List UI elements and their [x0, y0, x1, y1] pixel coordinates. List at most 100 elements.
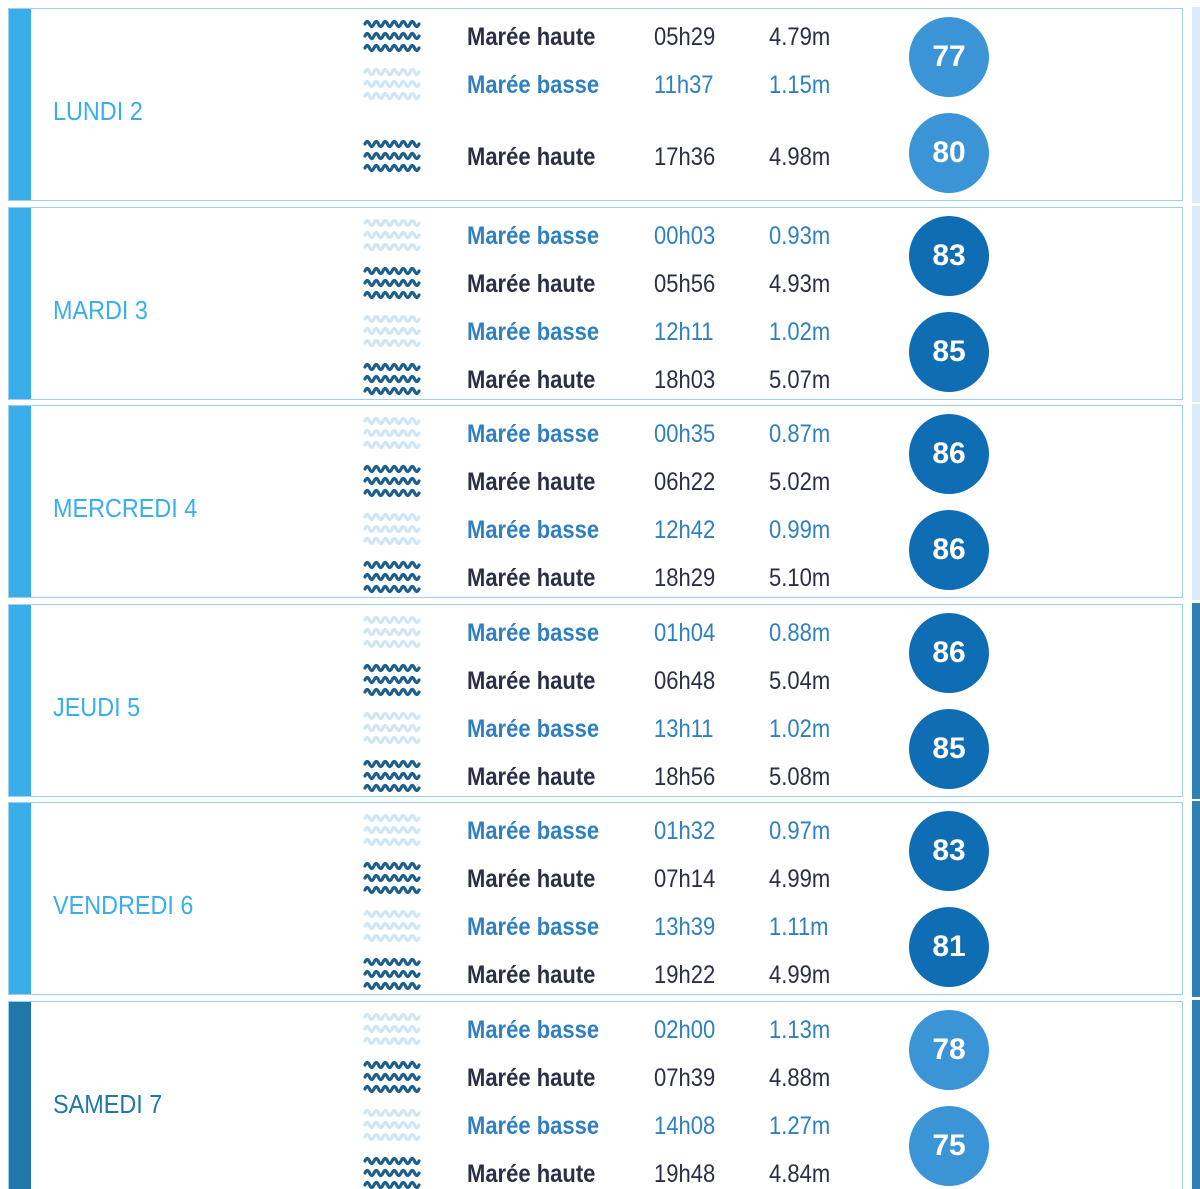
tide-time: 02h00 [654, 1015, 716, 1044]
tide-time: 00h35 [654, 420, 716, 448]
coefficient: 85 [909, 311, 989, 392]
coefficient: 85 [909, 708, 989, 789]
tide-type: Marée haute [467, 1063, 596, 1092]
tide-icon [363, 461, 421, 501]
coefficient: 78 [909, 1009, 989, 1090]
tide-time: 19h48 [654, 1159, 716, 1188]
tide-time: 00h03 [654, 221, 716, 250]
day-label: SAMEDI 7 [53, 1088, 163, 1119]
tide-height: 5.02m [769, 468, 831, 496]
tide-icon [363, 954, 421, 994]
tide-icon [363, 1105, 421, 1145]
tide-height: 0.87m [769, 420, 831, 448]
tide-icon [363, 413, 421, 453]
day-row: MARDI 3 Marée basse 00h03 0.93m Marée haute 0… [8, 206, 1183, 400]
tide-icon [363, 64, 421, 104]
edge-stripe [1192, 999, 1200, 1189]
tide-icon [363, 756, 421, 796]
tide-icon [363, 612, 421, 652]
tide-type: Marée haute [467, 564, 596, 592]
tide-time: 13h11 [654, 714, 714, 743]
tide-type: Marée basse [467, 618, 600, 647]
tide-type: Marée haute [467, 961, 596, 989]
tide-icon [363, 708, 421, 748]
tide-time: 17h36 [654, 143, 716, 171]
tide-icon [363, 557, 421, 597]
tide-height: 4.84m [769, 1159, 831, 1188]
tide-height: 1.13m [769, 1015, 831, 1044]
tide-type: Marée basse [467, 221, 600, 250]
tide-height: 4.99m [769, 865, 831, 893]
tide-time: 06h48 [654, 666, 716, 695]
tide-height: 4.79m [769, 23, 831, 51]
tide-type: Marée haute [467, 269, 596, 298]
coefficient: 86 [909, 414, 989, 494]
day-accent [9, 9, 31, 200]
tide-time: 12h42 [654, 516, 716, 544]
tide-height: 1.02m [769, 714, 831, 743]
coefficient: 83 [909, 215, 989, 296]
coefficient: 81 [909, 907, 989, 987]
tide-time: 12h11 [654, 317, 714, 346]
tide-height: 0.88m [769, 618, 831, 647]
tide-height: 1.11m [769, 913, 829, 941]
tide-height: 4.93m [769, 269, 831, 298]
tide-icon [363, 136, 421, 176]
tide-type: Marée basse [467, 817, 600, 845]
tide-type: Marée haute [467, 762, 596, 791]
tide-type: Marée haute [467, 666, 596, 695]
tide-icon [363, 906, 421, 946]
day-row: JEUDI 5 Marée basse 01h04 0.88m Marée haute 0… [8, 603, 1183, 797]
tide-height: 5.07m [769, 365, 831, 394]
day-label: MARDI 3 [53, 294, 148, 325]
tide-icon [363, 660, 421, 700]
tide-type: Marée haute [467, 23, 596, 51]
coefficient: 75 [909, 1105, 989, 1186]
tide-time: 18h03 [654, 365, 716, 394]
tide-time: 18h29 [654, 564, 716, 592]
tide-height: 5.08m [769, 762, 831, 791]
day-label: LUNDI 2 [53, 96, 143, 126]
tide-type: Marée basse [467, 317, 600, 346]
tide-height: 5.04m [769, 666, 831, 695]
tide-icon [363, 509, 421, 549]
edge-stripe [1192, 404, 1200, 600]
tide-height: 0.97m [769, 817, 831, 845]
tide-height: 0.99m [769, 516, 831, 544]
tide-time: 14h08 [654, 1111, 716, 1140]
tide-height: 1.27m [769, 1111, 831, 1140]
day-accent [9, 803, 31, 994]
tide-type: Marée basse [467, 1015, 600, 1044]
tide-time: 01h04 [654, 618, 716, 647]
tide-height: 4.98m [769, 143, 831, 171]
edge-stripe [1192, 7, 1200, 203]
day-label: JEUDI 5 [53, 691, 141, 722]
tide-time: 05h56 [654, 269, 716, 298]
tide-icon [363, 858, 421, 898]
tide-time: 07h14 [654, 865, 716, 893]
tide-height: 0.93m [769, 221, 831, 250]
tide-height: 1.15m [769, 71, 831, 99]
day-row: VENDREDI 6 Marée basse 01h32 0.97m Marée hau… [8, 802, 1183, 995]
coefficient: 77 [909, 17, 989, 97]
tide-icon [363, 311, 421, 351]
day-accent [9, 604, 31, 796]
tide-icon [363, 359, 421, 399]
tide-icon [363, 16, 421, 56]
edge-stripe [1192, 801, 1200, 997]
day-accent [9, 406, 31, 597]
edge-stripe [1192, 602, 1200, 799]
coefficient: 80 [909, 113, 989, 193]
tide-time: 06h22 [654, 468, 716, 496]
day-accent [9, 1001, 31, 1189]
tide-type: Marée basse [467, 516, 600, 544]
tide-type: Marée haute [467, 365, 596, 394]
tide-type: Marée haute [467, 468, 596, 496]
tide-height: 4.88m [769, 1063, 831, 1092]
day-accent [9, 207, 31, 399]
tide-time: 11h37 [654, 71, 714, 99]
day-row: LUNDI 2 Marée haute 05h29 4.79m Marée basse 1… [8, 8, 1183, 201]
tide-type: Marée basse [467, 1111, 600, 1140]
